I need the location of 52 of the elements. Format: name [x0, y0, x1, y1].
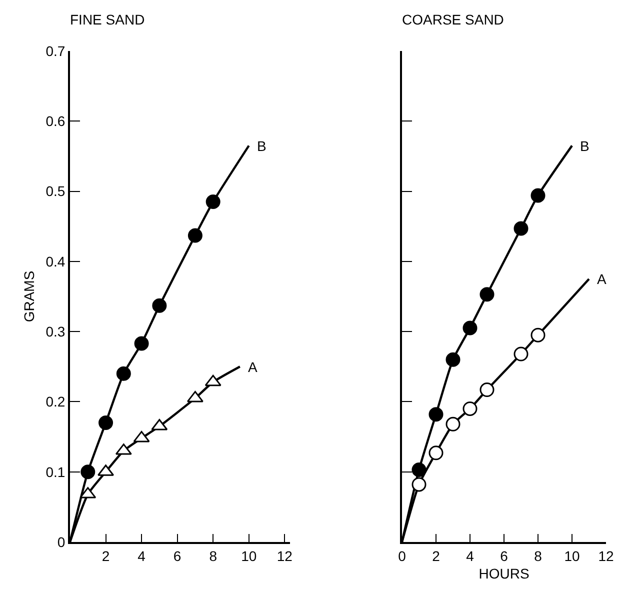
series-label: B: [257, 138, 266, 154]
point: [98, 416, 114, 430]
x-tick-label: 0: [398, 548, 406, 564]
point: [462, 401, 478, 416]
point: [480, 382, 494, 398]
point: [480, 287, 494, 302]
x-tick-label: 4: [466, 548, 474, 564]
series-label: A: [597, 271, 607, 287]
y-tick-label: 0.6: [46, 113, 66, 130]
point: [134, 336, 149, 351]
point: [412, 462, 426, 477]
point: [206, 194, 220, 210]
x-tick-label: 2: [432, 548, 440, 564]
point: [186, 390, 204, 402]
x-tick-label: 10: [564, 548, 580, 564]
y-tick-label: 0: [57, 534, 66, 550]
x-tick-label: 6: [173, 548, 182, 564]
x-tick-label: 8: [209, 548, 218, 564]
chart-title: FINE SAND: [70, 12, 145, 28]
y-tick-label: 0.4: [46, 253, 66, 270]
x-tick-label: 12: [276, 548, 293, 564]
point: [152, 298, 167, 313]
point: [446, 352, 460, 367]
x-tick-label: 4: [138, 548, 146, 564]
x-tick-label: 2: [102, 548, 110, 564]
y-tick-label: 0.7: [46, 42, 66, 59]
y-tick-label: 0.1: [46, 464, 66, 480]
y-tick-label: 0.5: [46, 183, 66, 200]
y-tick-label: 0.3: [46, 323, 66, 340]
y-axis-title: GRAMS: [20, 270, 37, 322]
point: [446, 416, 460, 432]
point: [428, 446, 444, 460]
point: [116, 366, 131, 381]
x-tick-label: 12: [598, 548, 614, 564]
point: [514, 346, 528, 362]
x-tick-label: 10: [241, 548, 257, 564]
y-tick-label: 0.2: [46, 394, 66, 410]
x-tick-label: 6: [500, 548, 508, 564]
point: [530, 328, 546, 342]
point: [530, 188, 546, 203]
point: [204, 374, 222, 386]
point: [428, 407, 444, 422]
point: [188, 228, 202, 243]
chart-title: COARSE SAND: [402, 12, 504, 28]
series-label: B: [580, 138, 590, 154]
x-tick-label: 8: [534, 548, 542, 564]
point: [514, 221, 528, 236]
point: [462, 320, 478, 336]
x-axis-title: HOURS: [478, 566, 530, 582]
point: [133, 430, 150, 442]
series-label: A: [248, 359, 258, 375]
point: [412, 477, 426, 492]
